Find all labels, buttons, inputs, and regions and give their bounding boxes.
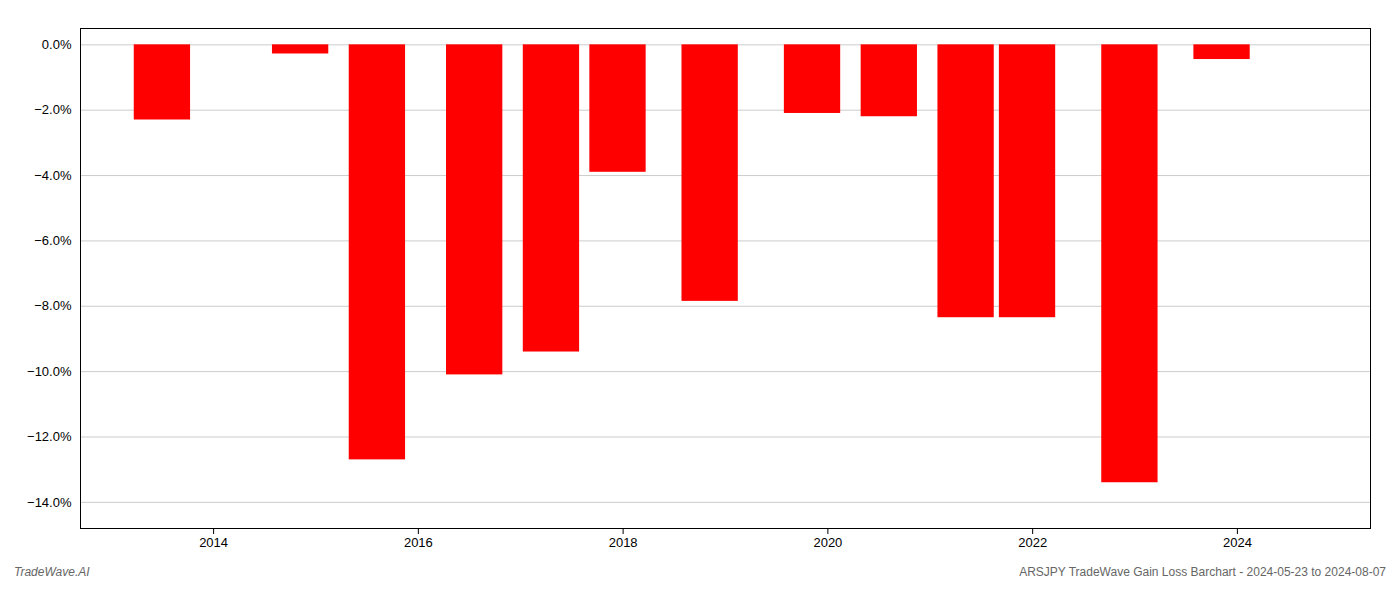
svg-text:−10.0%: −10.0% <box>27 364 72 379</box>
svg-text:2018: 2018 <box>609 535 638 550</box>
svg-text:2014: 2014 <box>199 535 228 550</box>
html-text:TradeWave.AI: TradeWave.AI <box>14 565 90 579</box>
svg-text:−2.0%: −2.0% <box>34 102 72 117</box>
svg-text:2022: 2022 <box>1018 535 1047 550</box>
svg-text:0.0%: 0.0% <box>42 37 72 52</box>
svg-text:2020: 2020 <box>813 535 842 550</box>
svg-text:2024: 2024 <box>1223 535 1252 550</box>
svg-text:−8.0%: −8.0% <box>34 298 72 313</box>
svg-text:−14.0%: −14.0% <box>27 495 72 510</box>
svg-text:2016: 2016 <box>404 535 433 550</box>
svg-text:−4.0%: −4.0% <box>34 168 72 183</box>
svg-text:−6.0%: −6.0% <box>34 233 72 248</box>
svg-text:−12.0%: −12.0% <box>27 429 72 444</box>
html-text:ARSJPY TradeWave Gain Loss Bar: ARSJPY TradeWave Gain Loss Barchart - 20… <box>1019 565 1386 579</box>
